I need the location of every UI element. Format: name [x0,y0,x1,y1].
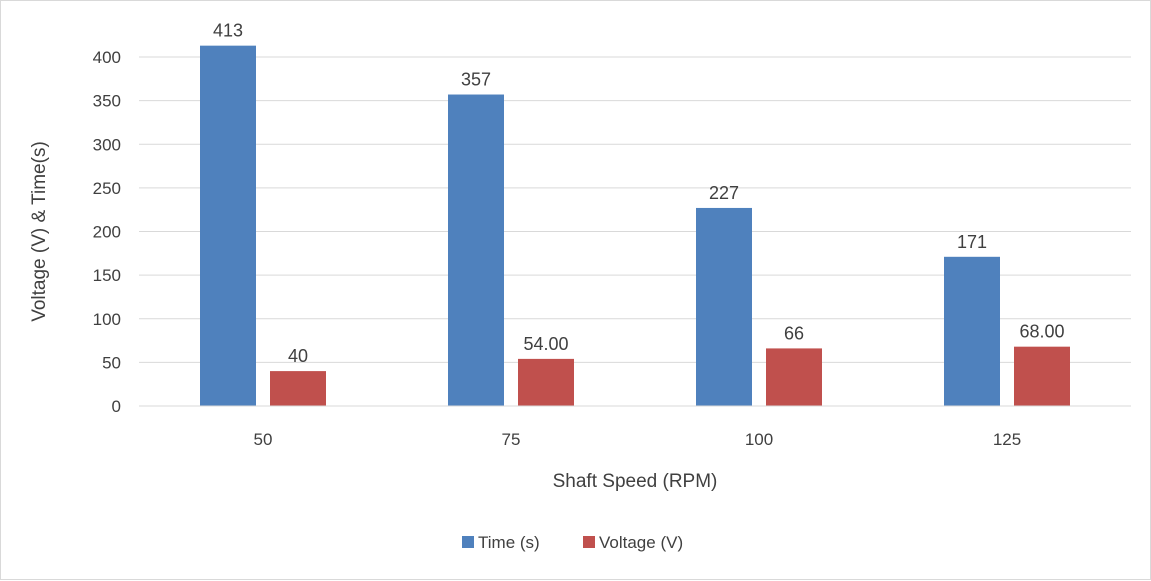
bar-voltage-100 [766,348,822,406]
bar-voltage-125 [1014,346,1070,406]
gridlines [139,56,1131,363]
bar-time-125 [944,256,1000,406]
y-tick-label: 200 [93,223,121,242]
data-label: 357 [461,70,491,90]
legend-entry: Time (s) [478,533,540,552]
y-axis-ticks: 0 50 100 150 200 250 300 350 400 [93,48,121,416]
data-label: 54.00 [523,334,568,354]
y-tick-label: 300 [93,135,121,154]
y-tick-label: 350 [93,92,121,111]
x-tick-label: 75 [502,430,521,449]
bar-voltage-75 [518,358,574,406]
data-label: 227 [709,183,739,203]
y-tick-label: 0 [112,397,121,416]
data-label: 40 [288,346,308,366]
data-label: 68.00 [1019,322,1064,342]
data-label: 66 [784,323,804,343]
legend: Time (s) Voltage (V) [462,533,683,552]
y-tick-label: 100 [93,310,121,329]
data-label: 171 [957,232,987,252]
legend-swatch [462,536,474,548]
y-tick-label: 250 [93,179,121,198]
y-tick-label: 400 [93,48,121,67]
bar-time-50 [200,45,256,406]
x-tick-label: 125 [993,430,1021,449]
legend-entry: Voltage (V) [599,533,683,552]
x-axis-title: Shaft Speed (RPM) [553,471,718,492]
y-tick-label: 50 [102,353,121,372]
x-axis-ticks: 50 75 100 125 [254,430,1022,449]
x-tick-label: 50 [254,430,273,449]
data-label: 413 [213,21,243,41]
data-labels: 413 40 357 54.00 227 66 171 68.00 [213,21,1065,366]
y-tick-label: 150 [93,266,121,285]
bar-voltage-50 [270,371,326,406]
y-axis-title: Voltage (V) & Time(s) [29,141,50,322]
bar-time-100 [696,207,752,406]
x-tick-label: 100 [745,430,773,449]
bars [200,45,1070,406]
legend-swatch [583,536,595,548]
bar-time-75 [448,94,504,406]
